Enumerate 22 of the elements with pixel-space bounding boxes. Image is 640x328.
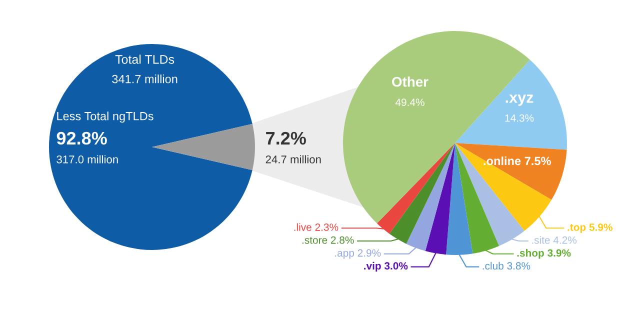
data-label: 7.2% 24.7 million (266, 132, 321, 164)
pie-slice (152, 124, 255, 170)
slice-label: .top 5.9% (568, 224, 612, 233)
pie-slice (455, 143, 567, 200)
text: Total TLDs 341.7 million (112, 54, 178, 84)
pie-slice (49, 44, 252, 250)
slice-label: .site 4.2% (532, 236, 577, 244)
data-label: 92.8% 317.0 million (56, 132, 118, 164)
pie-slice (455, 60, 567, 150)
slice-label: .live 2.3% (294, 223, 338, 231)
slice-label: .vip 3.0% (364, 262, 408, 272)
slice-label: .store 2.8% (302, 236, 354, 244)
slice-label: .app 2.9% (335, 249, 381, 259)
data-label: 49.4% (395, 98, 424, 106)
slice-label: .shop 3.9% (517, 249, 571, 259)
pie-slice (455, 143, 524, 246)
slice-label: .xyz (506, 94, 534, 106)
slice-label: Less Total ngTLDs (57, 112, 154, 123)
slice-label: .online 7.5% (484, 156, 551, 166)
data-label: 14.3% (505, 114, 534, 122)
slice-label: Other (392, 76, 428, 87)
slice-label: .club 3.8% (482, 262, 530, 270)
